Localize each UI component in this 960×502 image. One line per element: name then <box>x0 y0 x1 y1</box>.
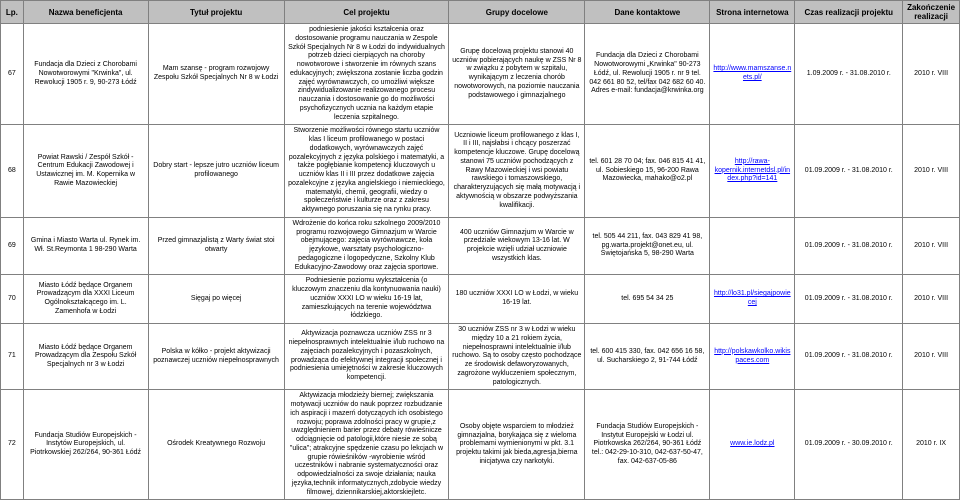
cell-lp: 68 <box>1 125 24 218</box>
website-link[interactable]: http://rawa-kopernik.internetdsl.pl/inde… <box>715 158 791 183</box>
cell-cel: Podniesienie poziomu wykształcenia (o kl… <box>284 275 449 324</box>
cell-tyt: Mam szansę - program rozwojowy Zespołu S… <box>148 24 284 125</box>
cell-dane: tel. 600 415 330, fax. 042 656 16 58, ul… <box>585 324 710 390</box>
cell-tyt: Przed gimnazjalistą z Warty świat stoi o… <box>148 217 284 275</box>
cell-grupy: 180 uczniów XXXI LO w Łodzi, w wieku 16-… <box>449 275 585 324</box>
table-row: 68Powiat Rawski / Zespół Szkół - Centrum… <box>1 125 960 218</box>
cell-www <box>710 217 795 275</box>
cell-ben: Miasto Łódź będące Organem Prowadzącym d… <box>23 275 148 324</box>
cell-www: http://polskawkolko.wikispaces.com <box>710 324 795 390</box>
cell-cel: Aktywizacja poznawcza uczniów ZSS nr 3 n… <box>284 324 449 390</box>
cell-zak: 2010 r. VIII <box>903 125 960 218</box>
cell-tyt: Polska w kółko - projekt aktywizacji poz… <box>148 324 284 390</box>
cell-cel: Wdrożenie do końca roku szkolnego 2009/2… <box>284 217 449 275</box>
cell-cel: Stworzenie możliwości równego startu ucz… <box>284 125 449 218</box>
table-row: 70Miasto Łódź będące Organem Prowadzącym… <box>1 275 960 324</box>
cell-tyt: Dobry start - lepsze jutro uczniów liceu… <box>148 125 284 218</box>
cell-ben: Miasto Łódź będące Organem Prowadzącym d… <box>23 324 148 390</box>
cell-grupy: 400 uczniów Gimnazjum w Warcie w przedzi… <box>449 217 585 275</box>
cell-czas: 01.09.2009 r. - 31.08.2010 r. <box>795 217 903 275</box>
projects-table: Lp. Nazwa beneficjenta Tytuł projektu Ce… <box>0 0 960 500</box>
cell-czas: 01.09.2009 r. - 31.08.2010 r. <box>795 125 903 218</box>
cell-dane: tel. 505 44 211, fax. 043 829 41 98, pg.… <box>585 217 710 275</box>
cell-www: http://www.mamszanse.nets.pl/ <box>710 24 795 125</box>
col-tyt: Tytuł projektu <box>148 1 284 24</box>
col-dane: Dane kontaktowe <box>585 1 710 24</box>
cell-lp: 69 <box>1 217 24 275</box>
col-zak: Zakończenie realizacji <box>903 1 960 24</box>
cell-cel: Aktywizacja młodzieży biernej; zwiększan… <box>284 390 449 500</box>
col-ben: Nazwa beneficjenta <box>23 1 148 24</box>
cell-tyt: Ośrodek Kreatywnego Rozwoju <box>148 390 284 500</box>
table-row: 71Miasto Łódź będące Organem Prowadzącym… <box>1 324 960 390</box>
col-cel: Cel projektu <box>284 1 449 24</box>
cell-czas: 01.09.2009 r. - 31.08.2010 r. <box>795 275 903 324</box>
col-lp: Lp. <box>1 1 24 24</box>
cell-lp: 67 <box>1 24 24 125</box>
cell-lp: 70 <box>1 275 24 324</box>
cell-lp: 71 <box>1 324 24 390</box>
cell-grupy: Osoby objęte wsparciem to młodzież gimna… <box>449 390 585 500</box>
website-link[interactable]: http://lo31.pl/siegajpowiecej <box>714 290 791 306</box>
cell-dane: Fundacja Studiów Europejskich - Instytut… <box>585 390 710 500</box>
cell-czas: 1.09.2009 r. - 31.08.2010 r. <box>795 24 903 125</box>
cell-lp: 72 <box>1 390 24 500</box>
cell-grupy: Uczniowie liceum profilowanego z klas I,… <box>449 125 585 218</box>
cell-zak: 2010 r. IX <box>903 390 960 500</box>
cell-ben: Fundacja Studiów Europejskich - Instytów… <box>23 390 148 500</box>
cell-grupy: Grupę docelową projektu stanowi 40 uczni… <box>449 24 585 125</box>
col-czas: Czas realizacji projektu <box>795 1 903 24</box>
table-body: 67Fundacja dla Dzieci z Chorobami Nowotw… <box>1 24 960 500</box>
cell-grupy: 30 uczniów ZSS nr 3 w Łodzi w wieku międ… <box>449 324 585 390</box>
table-header: Lp. Nazwa beneficjenta Tytuł projektu Ce… <box>1 1 960 24</box>
col-grupy: Grupy docelowe <box>449 1 585 24</box>
cell-ben: Powiat Rawski / Zespół Szkół - Centrum E… <box>23 125 148 218</box>
cell-dane: tel. 601 28 70 04; fax. 046 815 41 41, u… <box>585 125 710 218</box>
website-link[interactable]: http://polskawkolko.wikispaces.com <box>714 348 790 364</box>
cell-czas: 01.09.2009 r. - 30.09.2010 r. <box>795 390 903 500</box>
cell-zak: 2010 r. VIII <box>903 275 960 324</box>
cell-ben: Gmina i Miasto Warta ul. Rynek im. Wł. S… <box>23 217 148 275</box>
table-row: 67Fundacja dla Dzieci z Chorobami Nowotw… <box>1 24 960 125</box>
cell-zak: 2010 r. VIII <box>903 324 960 390</box>
table-row: 72Fundacja Studiów Europejskich - Instyt… <box>1 390 960 500</box>
website-link[interactable]: www.ie.lodz.pl <box>730 440 774 447</box>
cell-zak: 2010 r. VIII <box>903 24 960 125</box>
cell-dane: Fundacja dla Dzieci z Chorobami Nowotwor… <box>585 24 710 125</box>
cell-www: www.ie.lodz.pl <box>710 390 795 500</box>
cell-cel: podniesienie jakości kształcenia oraz do… <box>284 24 449 125</box>
table-row: 69Gmina i Miasto Warta ul. Rynek im. Wł.… <box>1 217 960 275</box>
cell-tyt: Sięgaj po więcej <box>148 275 284 324</box>
website-link[interactable]: http://www.mamszanse.nets.pl/ <box>713 65 791 81</box>
cell-ben: Fundacja dla Dzieci z Chorobami Nowotwor… <box>23 24 148 125</box>
cell-www: http://lo31.pl/siegajpowiecej <box>710 275 795 324</box>
cell-zak: 2010 r. VIII <box>903 217 960 275</box>
cell-czas: 01.09.2009 r. - 31.08.2010 r. <box>795 324 903 390</box>
cell-dane: tel. 695 54 34 25 <box>585 275 710 324</box>
cell-www: http://rawa-kopernik.internetdsl.pl/inde… <box>710 125 795 218</box>
col-www: Strona internetowa <box>710 1 795 24</box>
